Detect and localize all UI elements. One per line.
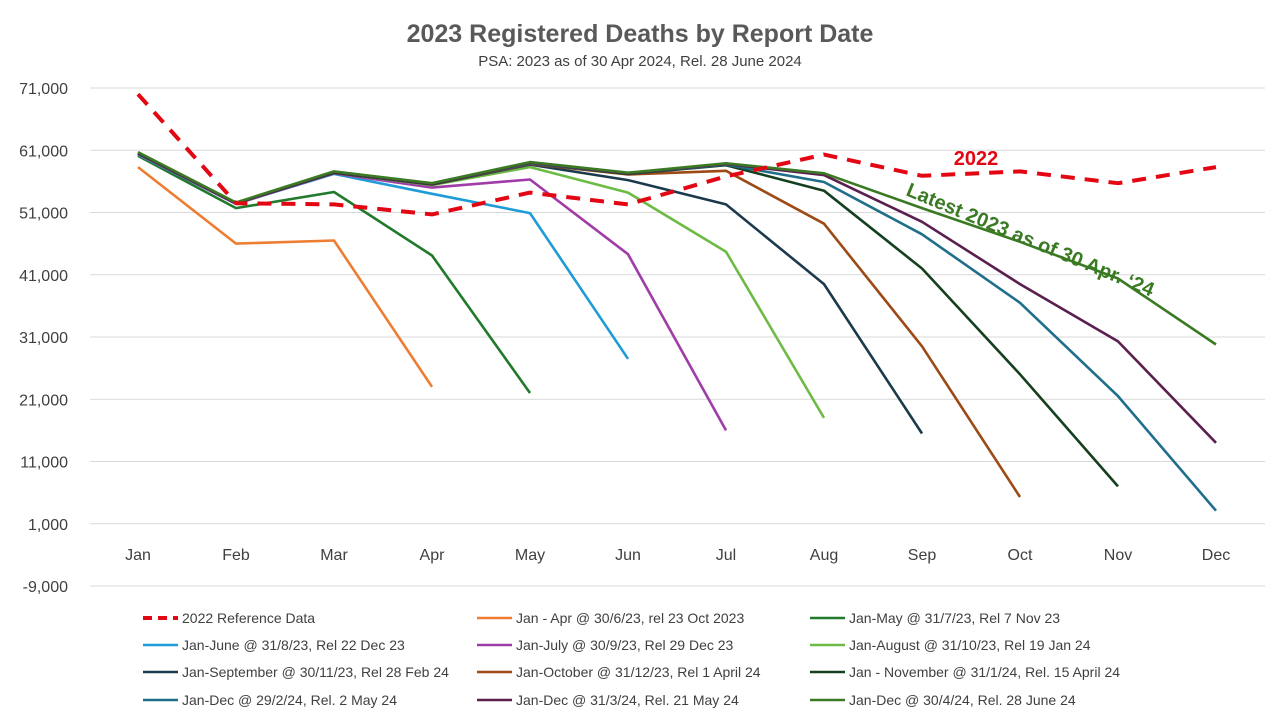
x-tick-label: Jan — [125, 547, 151, 564]
series-line — [137, 152, 826, 419]
x-tick-label: Apr — [420, 547, 446, 564]
legend-label: Jan - Apr @ 30/6/23, rel 23 Oct 2023 — [516, 610, 744, 626]
x-tick-label: Sep — [908, 547, 937, 564]
y-tick-label: 41,000 — [19, 268, 68, 285]
chart-title: 2023 Registered Deaths by Report Date — [407, 20, 874, 48]
series-line — [137, 153, 630, 360]
annotation-latest-2023: Latest 2023 as of 30 Apr. ‘24 — [903, 179, 1158, 301]
y-tick-label: 11,000 — [20, 455, 68, 472]
x-tick-label: Jul — [716, 547, 736, 564]
legend-label: Jan-July @ 30/9/23, Rel 29 Dec 23 — [516, 637, 734, 653]
legend-label: Jan - November @ 31/1/24, Rel. 15 April … — [849, 664, 1120, 680]
y-tick-label: -9,000 — [23, 579, 68, 596]
legend-label: Jan-August @ 31/10/23, Rel 19 Jan 24 — [849, 637, 1091, 653]
legend-label: Jan-Dec @ 29/2/24, Rel. 2 May 24 — [182, 692, 397, 708]
y-tick-label: 1,000 — [28, 517, 68, 534]
x-axis-ticks: Jan Feb Mar Apr May Jun Jul Aug Sep Oct Nov Dec — [125, 547, 1230, 564]
legend-label: 2022 Reference Data — [182, 610, 315, 626]
series-line — [137, 151, 1217, 512]
legend-label: Jan-September @ 30/11/23, Rel 28 Feb 24 — [182, 664, 449, 680]
annotations: 2022 Latest 2023 as of 30 Apr. ‘24 — [903, 148, 1158, 302]
x-tick-label: Feb — [222, 547, 250, 564]
series-line — [137, 154, 532, 394]
x-tick-label: Oct — [1008, 547, 1033, 564]
y-axis-ticks: 71,000 61,000 51,000 41,000 31,000 21,000 11,0… — [19, 81, 68, 596]
y-tick-label: 21,000 — [19, 392, 68, 409]
y-tick-label: 71,000 — [19, 81, 68, 98]
x-tick-label: Aug — [810, 547, 838, 564]
y-tick-label: 61,000 — [19, 143, 68, 160]
legend: 2022 Reference Data Jan - Apr @ 30/6/23, … — [143, 610, 1120, 708]
annotation-2022: 2022 — [954, 148, 999, 170]
x-tick-label: May — [515, 547, 545, 564]
legend-label: Jan-Dec @ 31/3/24, Rel. 21 May 24 — [516, 692, 739, 708]
x-tick-label: Nov — [1104, 547, 1132, 564]
x-tick-label: Dec — [1202, 547, 1230, 564]
series-line — [136, 92, 1217, 217]
series-line — [137, 166, 434, 388]
series-line — [137, 152, 728, 432]
series-line — [137, 150, 1217, 346]
chart-subtitle: PSA: 2023 as of 30 Apr 2024, Rel. 28 Jun… — [478, 53, 802, 70]
gridlines — [90, 87, 1265, 587]
legend-label: Jan-June @ 31/8/23, Rel 22 Dec 23 — [182, 637, 405, 653]
x-tick-label: Jun — [615, 547, 641, 564]
legend-label: Jan-Dec @ 30/4/24, Rel. 28 June 24 — [849, 692, 1076, 708]
y-tick-label: 31,000 — [19, 330, 68, 347]
x-tick-label: Mar — [320, 547, 348, 564]
series-lines — [136, 92, 1217, 512]
y-tick-label: 51,000 — [19, 206, 68, 223]
legend-label: Jan-May @ 31/7/23, Rel 7 Nov 23 — [849, 610, 1060, 626]
legend-label: Jan-October @ 31/12/23, Rel 1 April 24 — [516, 664, 761, 680]
